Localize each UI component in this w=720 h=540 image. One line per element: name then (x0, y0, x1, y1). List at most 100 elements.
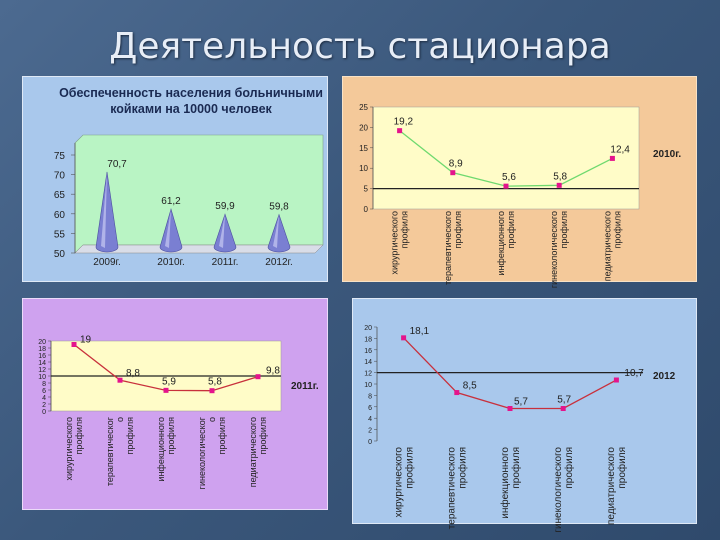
x-tick-label: 2011г. (212, 257, 239, 268)
x-tick-label: гинекологического (553, 447, 564, 533)
x-tick-label: профиля (217, 417, 227, 455)
chart-title-line2: койками на 10000 человек (110, 102, 272, 116)
x-tick-label: профиля (616, 447, 628, 489)
x-tick-label: профиля (612, 211, 622, 249)
y-tick-label: 25 (359, 103, 368, 112)
data-point (255, 374, 261, 380)
data-label: 5,7 (557, 395, 571, 406)
y-tick-label: 16 (38, 353, 46, 360)
y-tick-label: 16 (364, 348, 372, 355)
x-tick-label: о (207, 417, 217, 422)
x-tick-label-group: хирургического профиля (390, 211, 410, 275)
x-tick-label: профиля (400, 211, 410, 249)
y-tick-label: 0 (42, 409, 46, 416)
data-point (560, 406, 566, 412)
data-label: 12,4 (610, 144, 630, 155)
y-tick-label: 10 (359, 164, 368, 173)
x-tick-label: профиля (258, 417, 268, 455)
cone-bar (95, 171, 119, 253)
x-tick-label: терапевтического (447, 447, 458, 530)
y-tick-label: 14 (38, 360, 46, 367)
y-tick-label: 65 (54, 190, 66, 201)
y-tick-label: 75 (54, 151, 66, 162)
x-tick-label: о (115, 417, 125, 422)
data-point (613, 377, 619, 383)
y-tick-label: 0 (364, 205, 369, 214)
x-tick-label: профиля (166, 417, 176, 455)
data-label: 5,9 (162, 376, 176, 387)
data-point (454, 390, 460, 396)
data-label: 18,1 (410, 326, 430, 337)
y-tick-label: 14 (364, 359, 372, 366)
cone-highlight (219, 214, 225, 248)
x-tick-label: педиатрического (606, 447, 617, 525)
plot-floor (74, 244, 324, 254)
x-tick-label: гинекологического (549, 211, 559, 288)
cone-highlight (165, 209, 171, 248)
data-label: 59,9 (215, 201, 235, 212)
data-point (450, 170, 456, 176)
x-tick-label-group: хирургического профиля (64, 417, 84, 481)
x-tick-label-group: инфекционного профиля (496, 211, 516, 276)
x-tick-label: инфекционного (496, 211, 506, 276)
x-tick-label: педиатрического (602, 211, 612, 281)
cone-bar (267, 213, 291, 253)
y-tick-label: 5 (364, 185, 369, 194)
beds-chart-panel: Обеспеченность населения больничными койк… (22, 76, 328, 282)
y-tick-label: 18 (364, 336, 372, 343)
x-tick-label: педиатрического (248, 417, 258, 487)
x-tick-label-group: инфекционного профиля (156, 417, 176, 482)
x-tick-label: 2010г. (157, 257, 184, 268)
data-label: 9,8 (266, 366, 280, 377)
data-point (507, 406, 513, 412)
y-tick-label: 20 (359, 123, 368, 132)
y-tick-label: 2 (42, 402, 46, 409)
x-tick-label: гинекологическог (197, 416, 207, 489)
y-tick-label: 20 (364, 325, 372, 332)
data-label: 8,9 (449, 159, 463, 170)
cone-highlight (273, 214, 279, 248)
data-point (117, 377, 123, 383)
legend-entry: 2011г. (291, 381, 319, 392)
y-tick-label: 10 (38, 374, 46, 381)
data-point (163, 387, 169, 393)
legend-entry: 2012 (653, 371, 676, 382)
y-tick-label: 8 (368, 393, 372, 400)
x-tick-label: профиля (453, 211, 463, 249)
data-label: 5,8 (208, 377, 222, 388)
y-tick-label: 15 (359, 144, 368, 153)
cone-bar (159, 208, 183, 253)
chart-2012-panel: 20 18 16 14 12 10 8 6 4 2 0 18,1 хирургического профи… (352, 298, 697, 533)
data-point (397, 128, 403, 134)
x-tick-label: профиля (74, 417, 84, 455)
x-tick-label: профиля (457, 447, 469, 489)
y-tick-label: 18 (38, 346, 46, 353)
data-label: 70,7 (107, 159, 127, 170)
data-point (209, 388, 215, 394)
x-tick-label: хирургического (390, 211, 400, 274)
x-tick-label: профиля (403, 447, 415, 489)
x-tick-label-group: педиатрического профиля (602, 211, 622, 281)
x-tick-label: инфекционного (499, 447, 511, 519)
x-tick-label: хирургического (393, 447, 404, 518)
data-label: 5,7 (514, 397, 528, 408)
y-tick-label: 4 (368, 416, 372, 423)
y-tick-label: 6 (368, 405, 372, 412)
data-label: 10,7 (624, 368, 644, 379)
y-tick-label: 12 (364, 371, 372, 378)
y-tick-label: 8 (42, 381, 46, 388)
data-label: 61,2 (161, 196, 181, 207)
data-label: 5,6 (502, 172, 516, 183)
y-tick-label: 70 (54, 171, 66, 182)
data-point (609, 155, 615, 161)
y-tick-label: 2 (368, 428, 372, 435)
y-tick-label: 0 (368, 439, 372, 446)
cone-bar (213, 213, 237, 253)
x-tick-label: 2009г. (93, 257, 120, 268)
chart-2011-panel: 20 18 16 14 12 10 8 6 4 2 0 19 хирургического профиля… (22, 298, 328, 510)
